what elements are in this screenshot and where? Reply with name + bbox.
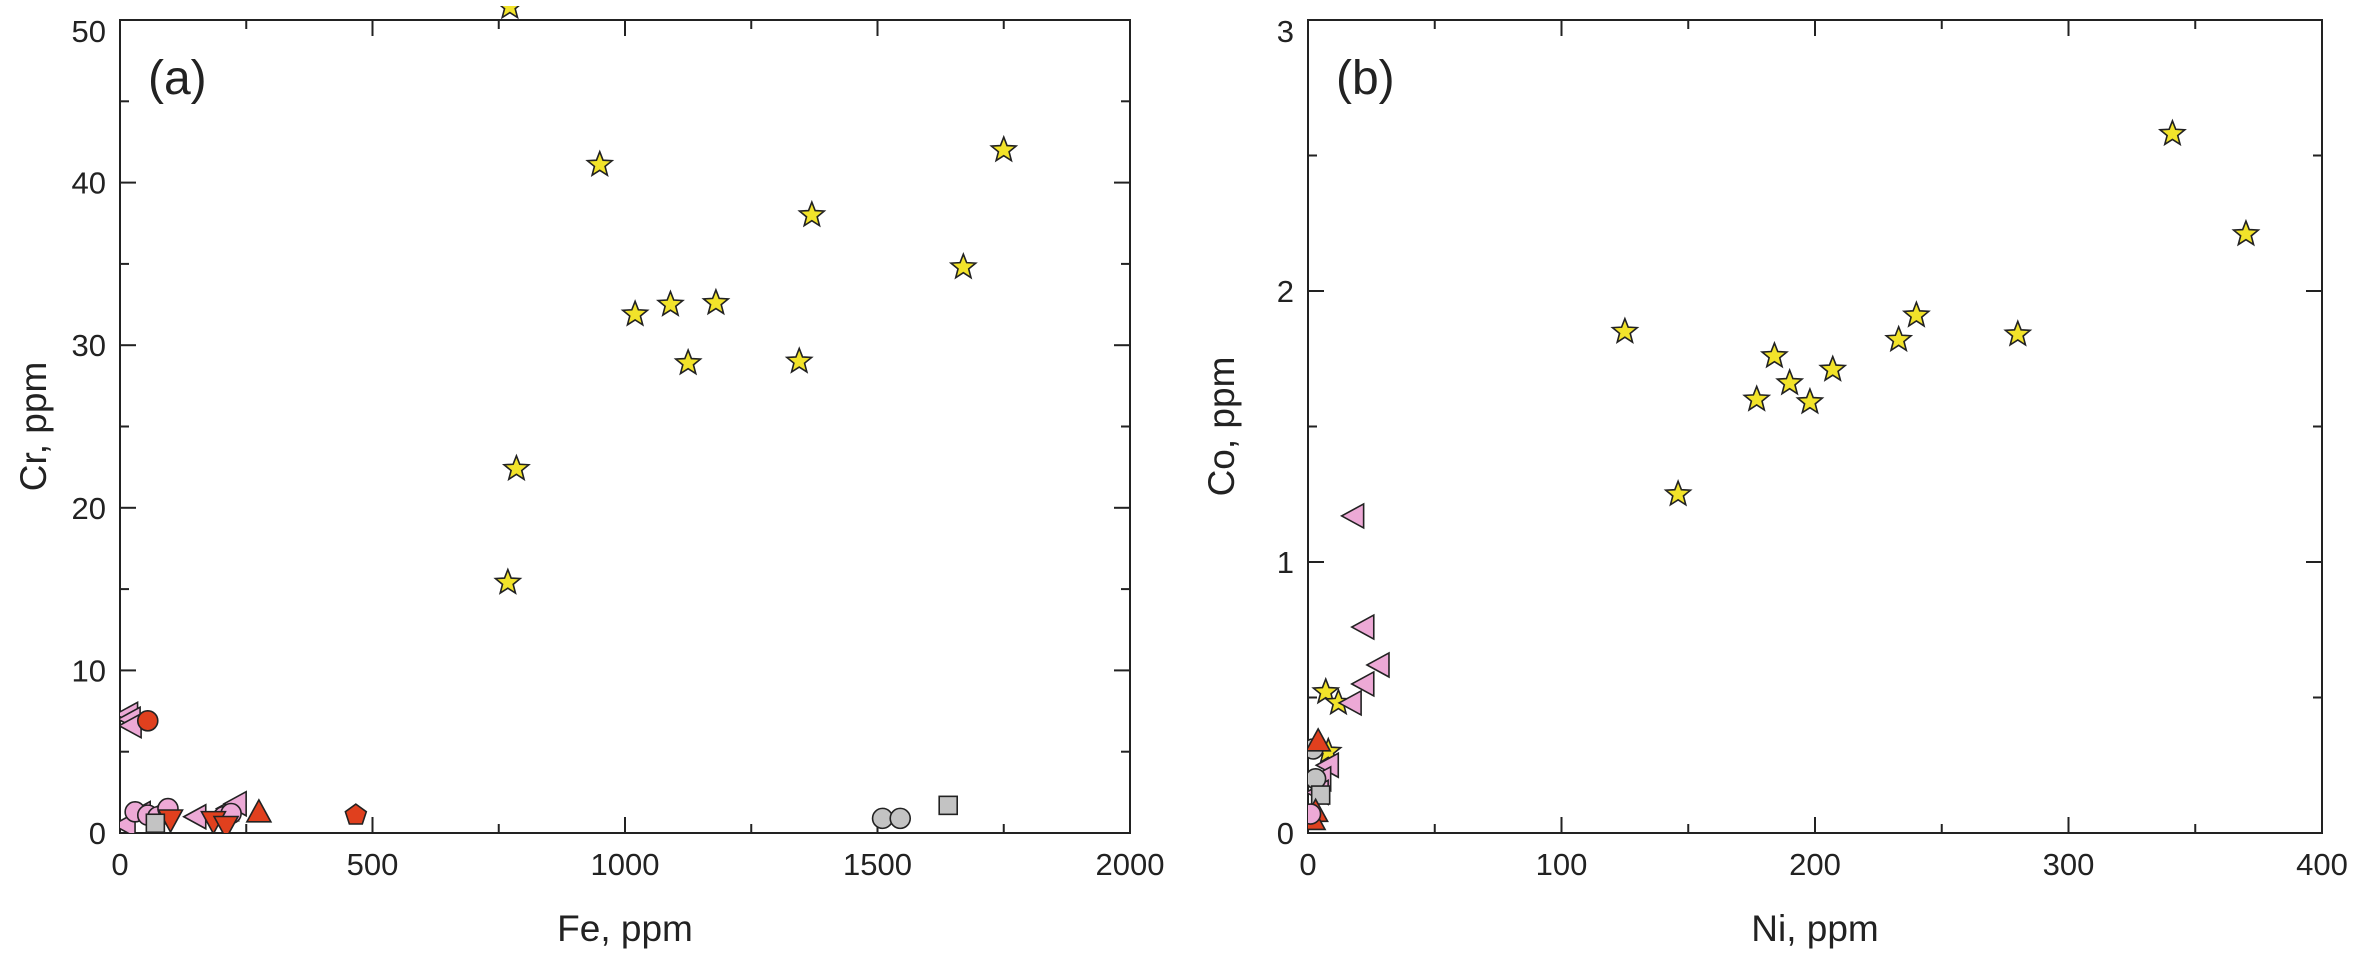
data-point-star bbox=[1663, 479, 1693, 507]
panel-label: (b) bbox=[1336, 52, 1395, 105]
markers-group bbox=[1308, 118, 2261, 831]
x-axis-label: Ni, ppm bbox=[1751, 908, 1878, 949]
data-point-star bbox=[493, 567, 523, 595]
plot-frame bbox=[119, 19, 1131, 834]
data-point-star bbox=[1775, 367, 1805, 396]
y-tick-label: 50 bbox=[72, 14, 106, 49]
y-tick-label: 3 bbox=[1277, 14, 1294, 49]
data-point-star bbox=[585, 149, 615, 178]
y-tick-label: 0 bbox=[89, 816, 106, 851]
markers-group bbox=[120, 6, 1019, 833]
x-tick-label: 0 bbox=[1299, 847, 1316, 882]
data-point-star bbox=[1759, 340, 1789, 369]
panel-label: (a) bbox=[148, 52, 207, 105]
data-point-triangle-left bbox=[1350, 613, 1375, 641]
data-point-triangle-left bbox=[182, 803, 207, 831]
data-point-triangle-left bbox=[1365, 651, 1390, 679]
x-tick-label: 100 bbox=[1536, 847, 1588, 882]
data-point-circle bbox=[889, 807, 912, 830]
y-tick-label: 30 bbox=[72, 328, 106, 363]
x-tick-label: 2000 bbox=[1096, 847, 1165, 882]
data-point-pentagon bbox=[344, 803, 368, 825]
data-point-triangle-up bbox=[1308, 727, 1332, 752]
data-point-star bbox=[948, 251, 978, 280]
data-point-star bbox=[1610, 316, 1640, 344]
data-point-star bbox=[1884, 324, 1914, 353]
y-tick-label: 20 bbox=[72, 491, 106, 526]
data-point-circle bbox=[136, 710, 159, 732]
data-point-triangle-left bbox=[1337, 689, 1362, 717]
y-tick-label: 10 bbox=[72, 653, 106, 688]
y-tick-label: 40 bbox=[72, 166, 106, 201]
data-point-square bbox=[938, 795, 959, 816]
y-axis-label: Co, ppm bbox=[1201, 357, 1242, 497]
x-tick-label: 500 bbox=[347, 847, 399, 882]
x-tick-label: 1500 bbox=[843, 847, 912, 882]
data-point-star bbox=[1311, 676, 1341, 705]
data-point-star bbox=[1901, 300, 1931, 328]
data-point-star bbox=[1742, 384, 1772, 412]
data-point-triangle-down bbox=[212, 815, 240, 833]
data-point-star bbox=[501, 453, 531, 482]
data-point-star bbox=[989, 134, 1019, 163]
data-point-triangle-left bbox=[1339, 502, 1365, 530]
x-tick-label: 300 bbox=[2043, 847, 2095, 882]
y-axis-label: Cr, ppm bbox=[13, 362, 54, 492]
x-tick-label: 1000 bbox=[591, 847, 660, 882]
y-tick-label: 0 bbox=[1277, 816, 1294, 851]
panel-a: 0 500 1000 1500 2000 0 10 20 30 40 50 Fe, ppm Cr, pp… bbox=[13, 6, 1165, 949]
data-point-star bbox=[784, 346, 814, 374]
x-axis-label: Fe, ppm bbox=[557, 908, 693, 949]
data-point-star bbox=[2231, 218, 2261, 247]
x-tick-label: 0 bbox=[111, 847, 128, 882]
data-point-star bbox=[655, 289, 685, 317]
panel-b: 0 100 200 300 400 0 1 2 3 Ni, ppm Co, ppm (b) bbox=[1201, 14, 2348, 949]
data-point-star bbox=[701, 287, 731, 316]
data-point-triangle-left bbox=[1350, 670, 1375, 698]
data-point-star bbox=[499, 6, 520, 20]
data-point-star bbox=[673, 347, 703, 376]
data-point-star bbox=[2003, 319, 2033, 347]
data-point-circle bbox=[1308, 803, 1322, 825]
data-point-star bbox=[620, 299, 650, 327]
data-point-star bbox=[2157, 118, 2187, 147]
y-tick-label: 1 bbox=[1277, 545, 1294, 580]
data-point-star bbox=[1818, 354, 1848, 382]
data-point-square bbox=[145, 813, 166, 833]
data-point-triangle-up bbox=[245, 798, 273, 823]
data-point-star bbox=[797, 199, 827, 228]
y-tick-label: 2 bbox=[1277, 274, 1294, 309]
x-tick-label: 400 bbox=[2296, 847, 2348, 882]
x-tick-label: 200 bbox=[1789, 847, 1841, 882]
data-point-star bbox=[1795, 386, 1825, 415]
